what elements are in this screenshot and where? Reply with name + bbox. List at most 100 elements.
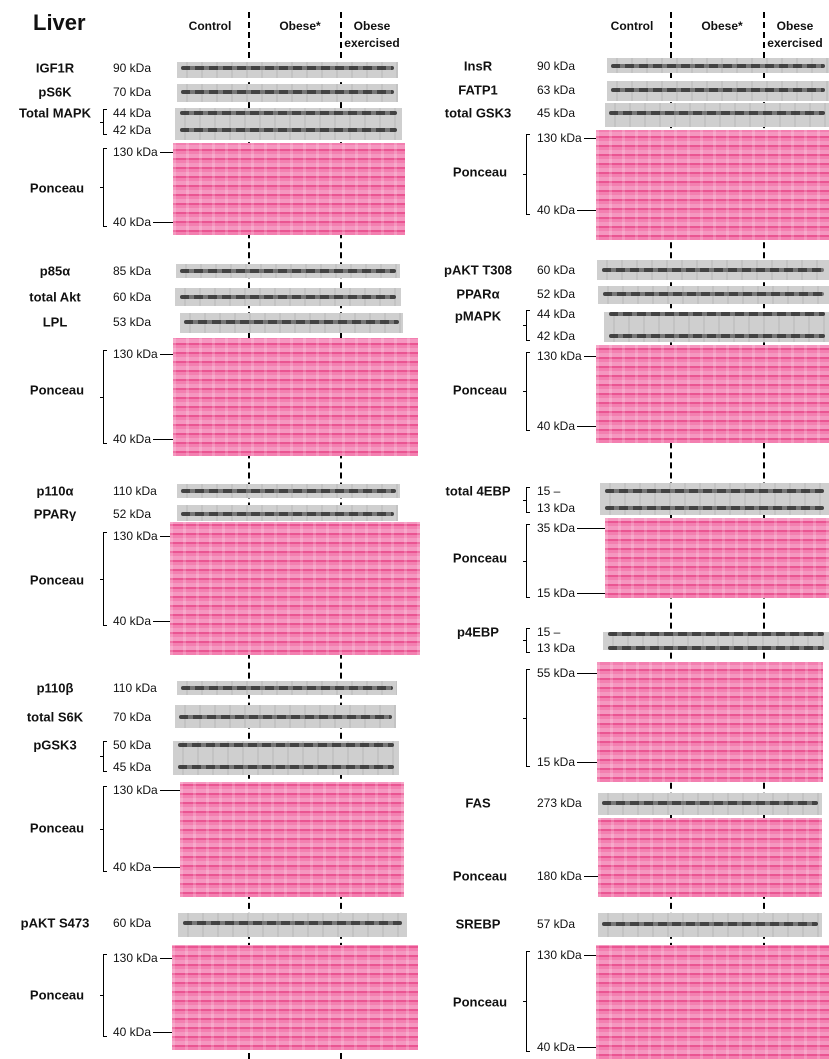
blot-image [177, 681, 397, 695]
ponceau-stain [598, 818, 822, 897]
kda-marker: 40 kDa [113, 614, 152, 628]
bracket-end [103, 1036, 107, 1037]
kda-marker: 42 kDa [113, 123, 152, 137]
bracket [526, 669, 527, 766]
kda-marker: 63 kDa [537, 83, 576, 97]
bracket-point [523, 640, 526, 641]
bracket-end [526, 512, 530, 513]
protein-label: SREBP [455, 916, 501, 932]
bracket [103, 741, 104, 771]
bracket-end [103, 954, 107, 955]
bracket [103, 532, 104, 625]
band [181, 512, 394, 516]
kda-marker: 110 kDa [113, 484, 157, 498]
bracket-end [103, 771, 107, 772]
protein-label: IGF1R [35, 60, 75, 76]
kda-marker: 70 kDa [113, 710, 152, 724]
kda-marker: 130 kDa [113, 783, 158, 797]
kda-marker: 130 kDa [113, 145, 158, 159]
ponceau-stain [596, 130, 829, 240]
kda-marker: 90 kDa [537, 59, 576, 73]
kda-marker: 57 kDa [537, 917, 576, 931]
group-label: Control [188, 19, 232, 33]
marker-tick [153, 222, 173, 223]
bracket [103, 109, 104, 134]
band [602, 801, 818, 805]
bracket-point [523, 1001, 526, 1002]
bracket-end [103, 226, 107, 227]
bracket [526, 487, 527, 512]
kda-marker: 40 kDa [113, 432, 152, 446]
blot-image [177, 505, 398, 521]
protein-label: PPARα [456, 286, 500, 302]
protein-label: p110α [36, 483, 74, 499]
kda-marker: 40 kDa [113, 1025, 152, 1039]
ponceau-label: Ponceau [452, 382, 508, 398]
band [602, 292, 825, 296]
kda-marker: 52 kDa [113, 507, 152, 521]
blot-image [177, 84, 398, 102]
bracket [103, 786, 104, 871]
marker-tick [584, 876, 598, 877]
kda-marker: 40 kDa [537, 419, 576, 433]
protein-label: pMAPK [454, 308, 502, 324]
blot-image [175, 288, 401, 306]
ponceau-label: Ponceau [29, 987, 85, 1003]
kda-marker: 13 kDa [537, 501, 576, 515]
bracket [526, 524, 527, 597]
bracket-point [100, 187, 103, 188]
bracket-end [526, 597, 530, 598]
band [181, 489, 396, 493]
kda-marker: 44 kDa [537, 307, 576, 321]
band [179, 295, 397, 299]
marker-tick [160, 354, 173, 355]
band [607, 632, 825, 636]
blot-image [600, 483, 829, 515]
bracket-end [103, 350, 107, 351]
ponceau-stain [173, 143, 405, 235]
blot-image [176, 264, 400, 278]
protein-label: total 4EBP [445, 483, 511, 499]
marker-tick [577, 210, 596, 211]
bracket-end [103, 871, 107, 872]
bracket-end [526, 214, 530, 215]
blot-image [604, 312, 829, 342]
ponceau-stain [597, 662, 823, 782]
kda-marker: 60 kDa [113, 290, 152, 304]
marker-tick [153, 621, 170, 622]
blot-image [178, 913, 407, 937]
bracket-point [100, 756, 103, 757]
marker-tick [153, 1032, 172, 1033]
bracket-end [103, 741, 107, 742]
blot-image [175, 108, 402, 140]
kda-marker: 15 – [537, 484, 561, 498]
bracket [103, 954, 104, 1036]
protein-label: pAKT T308 [444, 262, 512, 278]
marker-tick [584, 138, 596, 139]
bracket-point [100, 121, 103, 123]
kda-marker: 50 kDa [113, 738, 152, 752]
blot-image [607, 58, 829, 73]
ponceau-stain [596, 945, 829, 1059]
bracket-end [103, 443, 107, 444]
bracket-end [526, 310, 530, 311]
kda-marker: 85 kDa [113, 264, 152, 278]
band [181, 686, 393, 690]
band [611, 64, 825, 68]
kda-marker: 130 kDa [113, 951, 158, 965]
ponceau-label: Ponceau [29, 382, 85, 398]
band [181, 66, 394, 70]
bracket-end [103, 109, 107, 110]
bracket-point [100, 828, 103, 830]
kda-marker: 180 kDa [537, 869, 582, 883]
bracket-end [526, 669, 530, 670]
marker-tick [584, 955, 596, 956]
bracket [526, 951, 527, 1051]
ponceau-label: Ponceau [452, 868, 508, 884]
bracket [103, 148, 104, 226]
ponceau-stain [170, 522, 420, 655]
protein-label: LPL [42, 314, 68, 330]
bracket-point [100, 995, 103, 996]
band [179, 111, 398, 115]
protein-label: pS6K [38, 84, 72, 100]
